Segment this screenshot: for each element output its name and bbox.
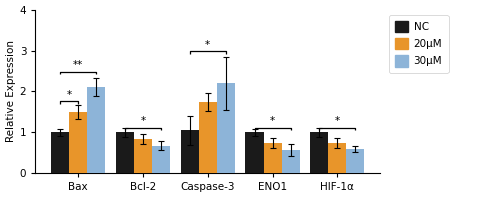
Bar — [69, 112, 87, 173]
Bar — [87, 87, 105, 173]
Bar — [134, 139, 152, 173]
Bar — [346, 149, 364, 173]
Text: *: * — [205, 40, 210, 50]
Bar — [216, 83, 234, 173]
Text: *: * — [270, 116, 275, 126]
Bar — [264, 143, 281, 173]
Bar — [152, 146, 170, 173]
Bar — [116, 132, 134, 173]
Text: *: * — [66, 90, 71, 100]
Text: **: ** — [73, 60, 83, 70]
Text: *: * — [140, 116, 145, 126]
Y-axis label: Relative Expression: Relative Expression — [6, 40, 16, 143]
Bar — [246, 132, 264, 173]
Bar — [328, 143, 346, 173]
Bar — [310, 132, 328, 173]
Bar — [180, 130, 198, 173]
Bar — [282, 150, 300, 173]
Text: *: * — [335, 116, 340, 126]
Bar — [51, 132, 69, 173]
Legend: NC, 20μM, 30μM: NC, 20μM, 30μM — [388, 15, 448, 73]
Bar — [198, 102, 216, 173]
